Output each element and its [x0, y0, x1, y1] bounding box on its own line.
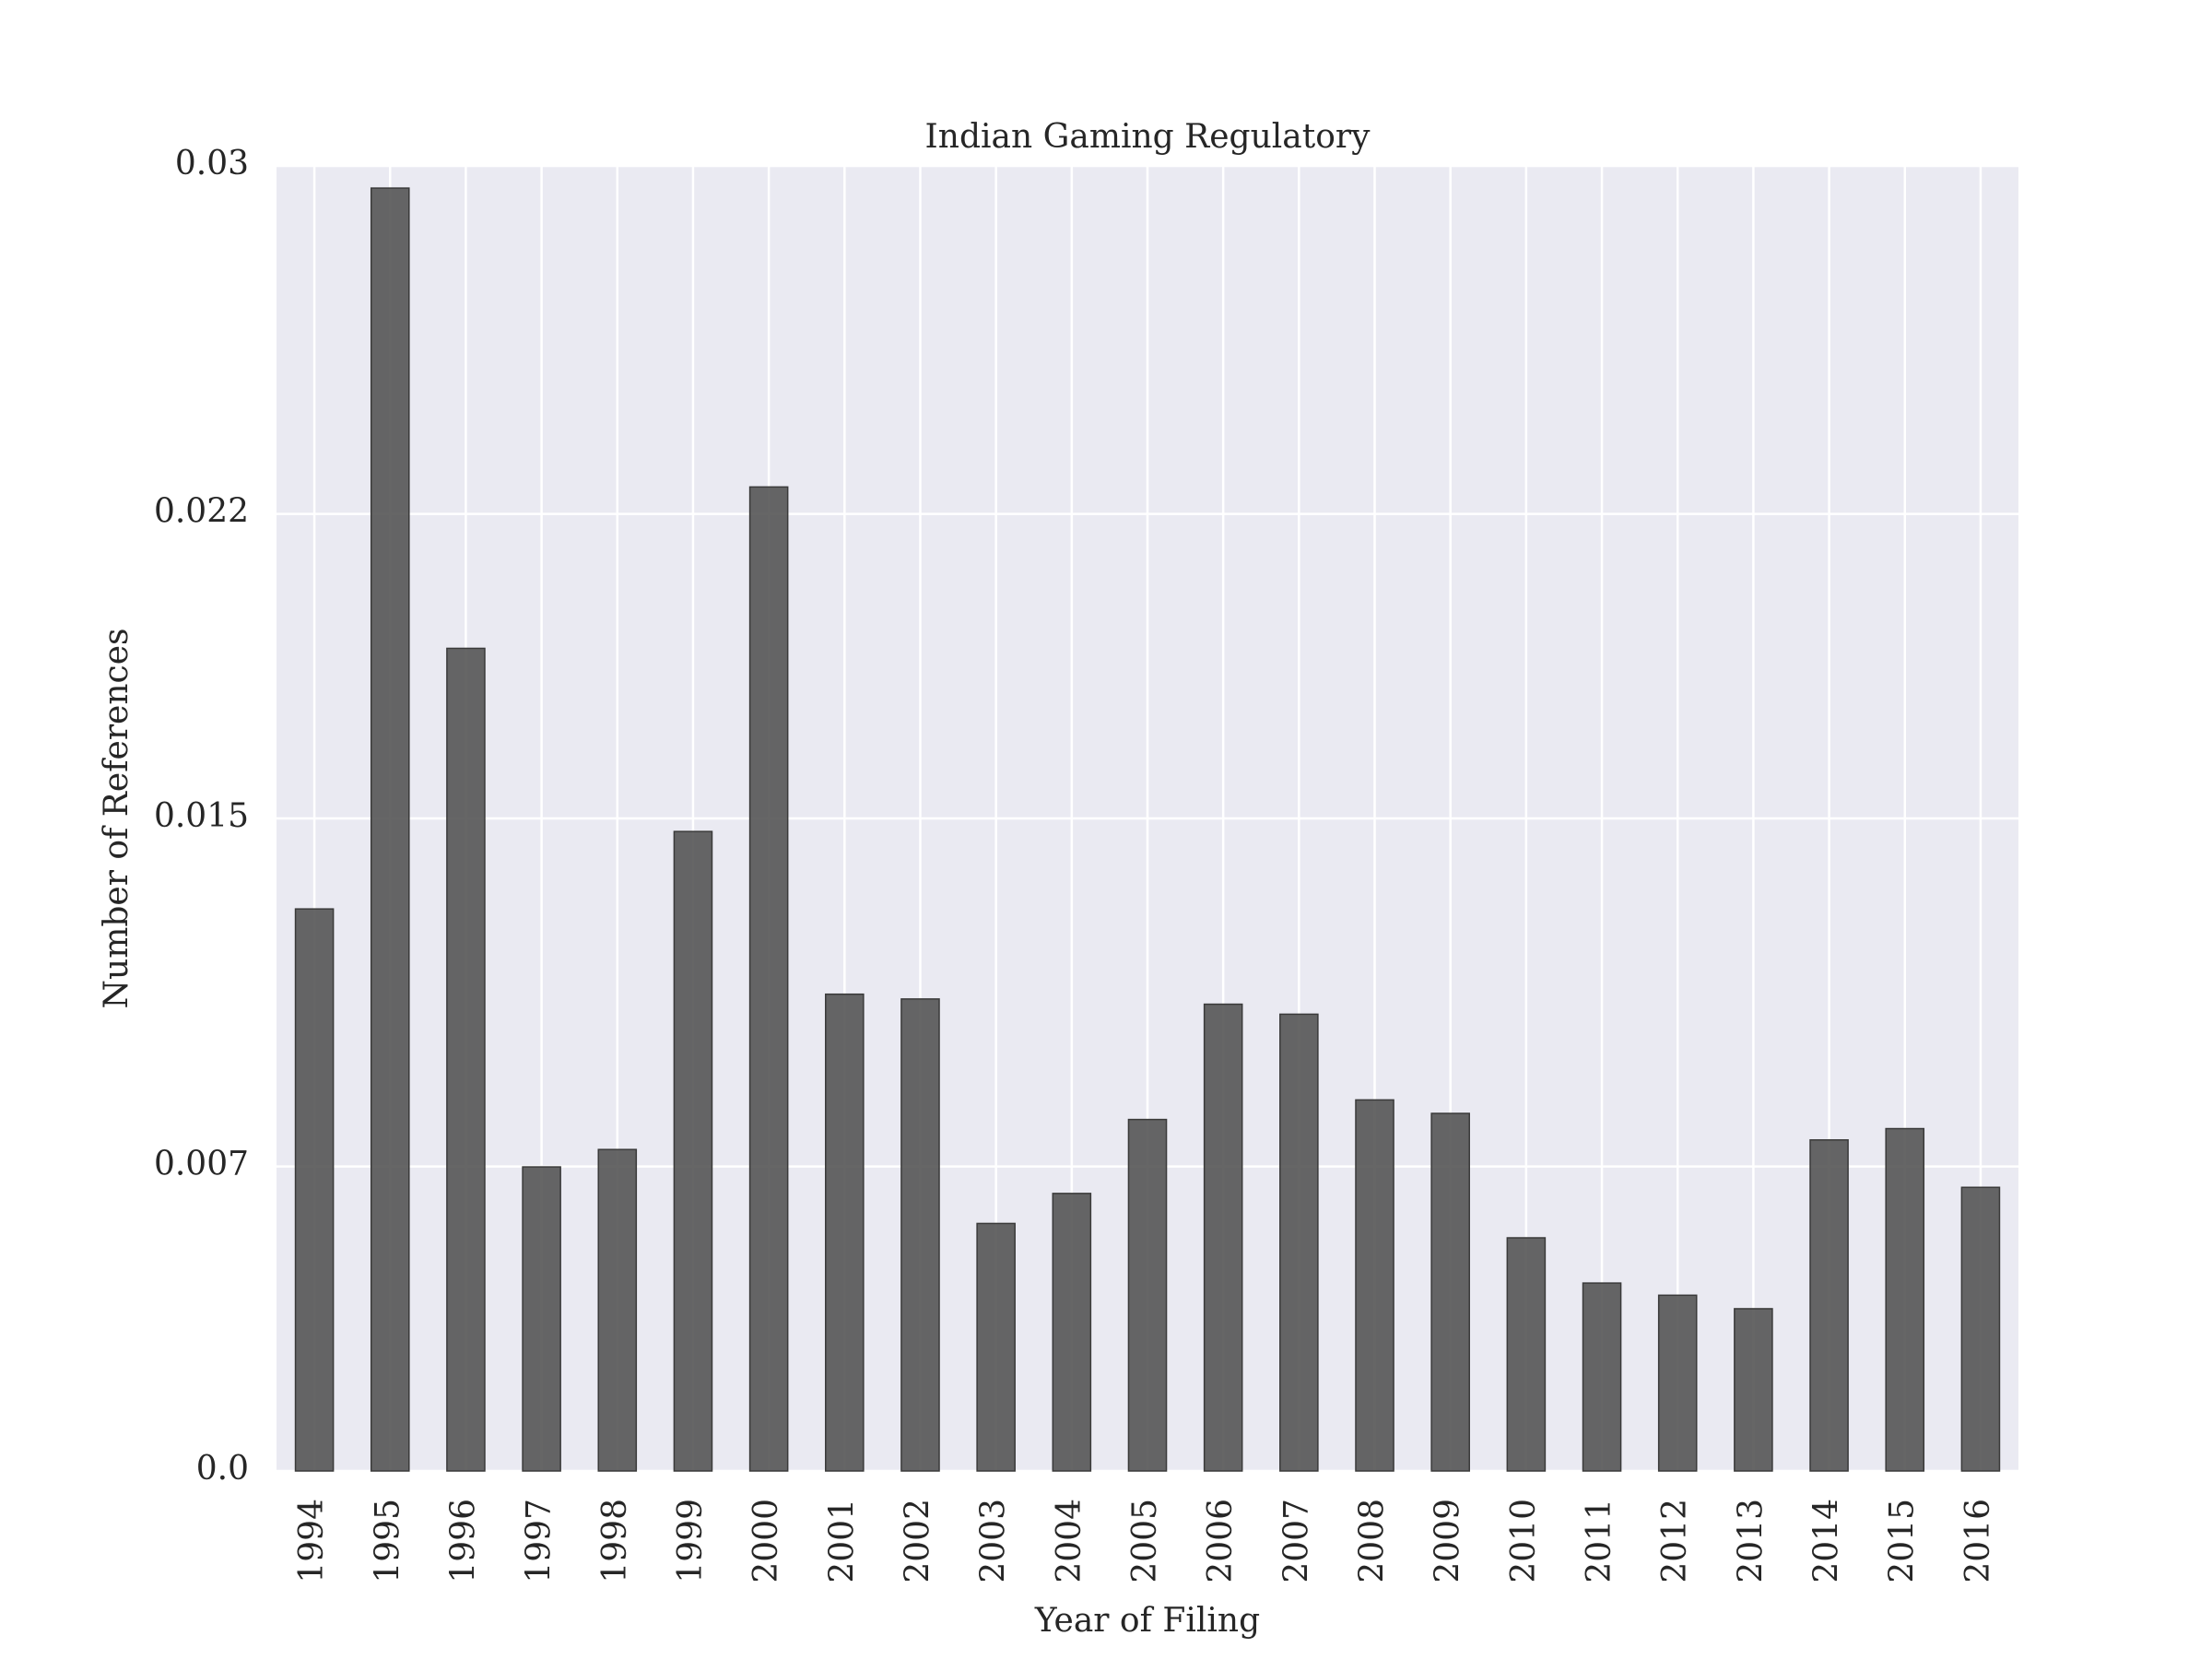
bar-2002 [900, 998, 940, 1472]
x-tick-label: 2015 [1884, 1499, 1922, 1583]
x-axis-label: Year of Filing [1034, 1602, 1260, 1640]
y-tick-label: 0.007 [154, 1146, 249, 1183]
x-tick-label: 2008 [1354, 1499, 1392, 1583]
bar-1996 [446, 647, 486, 1472]
y-tick-label: 0.015 [154, 797, 249, 835]
bar-2004 [1052, 1193, 1092, 1472]
bar-1999 [673, 830, 713, 1472]
x-tick-label: 1995 [369, 1499, 406, 1583]
x-tick-label: 2009 [1430, 1499, 1467, 1583]
x-tick-label: 1994 [293, 1499, 331, 1583]
bar-2014 [1809, 1139, 1849, 1472]
chart-title: Indian Gaming Regulatory [925, 118, 1371, 156]
x-tick-label: 2016 [1959, 1499, 1997, 1583]
x-tick-label: 2011 [1581, 1499, 1618, 1583]
x-tick-label: 1996 [444, 1499, 482, 1583]
bar-2010 [1506, 1237, 1547, 1472]
x-tick-label: 1998 [596, 1499, 634, 1583]
bar-2008 [1355, 1099, 1394, 1472]
x-tick-label: 2006 [1202, 1499, 1240, 1583]
bar-1997 [522, 1166, 561, 1472]
x-tick-label: 1999 [672, 1499, 710, 1583]
x-tick-label: 2007 [1277, 1499, 1315, 1583]
bar-2001 [825, 993, 865, 1472]
x-tick-label: 2001 [823, 1499, 861, 1583]
y-axis-label: Number of References [98, 629, 135, 1009]
bar-2011 [1582, 1282, 1622, 1472]
x-tick-label: 2010 [1505, 1499, 1543, 1583]
bar-2003 [976, 1222, 1016, 1472]
y-tick-labels: 0.0 0.007 0.015 0.022 0.03 [154, 145, 249, 1488]
x-tick-label: 2003 [975, 1499, 1013, 1583]
x-tick-label: 2005 [1126, 1499, 1164, 1583]
bar-2012 [1657, 1294, 1698, 1472]
y-tick-label: 0.03 [175, 145, 249, 182]
bar-1994 [294, 908, 335, 1472]
bar-2005 [1127, 1118, 1168, 1472]
bar-1995 [370, 187, 410, 1472]
bar-1998 [597, 1148, 638, 1472]
bar-2009 [1430, 1112, 1470, 1472]
x-tick-label: 2014 [1808, 1499, 1846, 1583]
bar-2006 [1203, 1003, 1243, 1472]
bar-2016 [1960, 1186, 2001, 1472]
y-tick-label: 0.022 [154, 493, 249, 531]
x-tick-label: 2012 [1656, 1499, 1694, 1583]
x-tick-labels: 1994 1995 1996 1997 1998 1999 2000 2001 2002 2003… [293, 1499, 1997, 1583]
x-tick-label: 2004 [1051, 1499, 1088, 1583]
bar-2007 [1279, 1013, 1319, 1472]
x-tick-label: 2002 [899, 1499, 936, 1583]
x-tick-label: 2000 [747, 1499, 785, 1583]
x-tick-label: 1997 [521, 1499, 559, 1583]
x-tick-label: 2013 [1732, 1499, 1770, 1583]
bar-2015 [1885, 1127, 1925, 1472]
bars [294, 187, 2001, 1472]
bar-2013 [1734, 1308, 1773, 1472]
bar-2000 [748, 486, 789, 1472]
y-tick-label: 0.0 [196, 1450, 249, 1488]
